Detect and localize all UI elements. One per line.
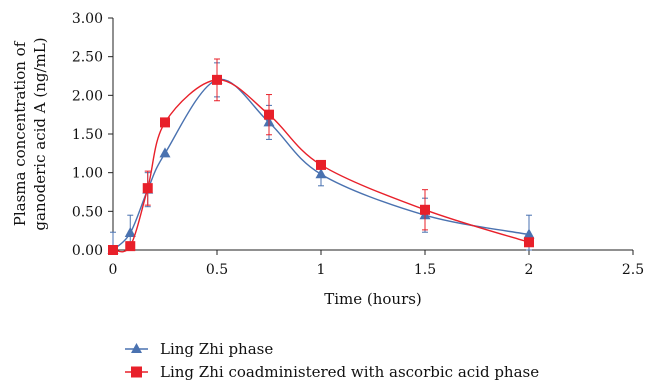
legend-item-ascorbic-acid: Ling Zhi coadministered with ascorbic ac…	[125, 363, 539, 381]
legend-label-ling-zhi: Ling Zhi phase	[160, 340, 273, 358]
y-tick-label: 1.00	[72, 166, 103, 182]
data-point	[160, 117, 170, 128]
y-axis-title-line-2: ganoderic acid A (ng/mL)	[31, 37, 49, 230]
data-point	[315, 168, 327, 179]
axes	[112, 18, 633, 251]
y-tick-label: 0.00	[72, 243, 103, 259]
legend-marker-triangle	[131, 343, 142, 353]
x-tick-label: 2	[525, 262, 534, 278]
x-axis-title: Time (hours)	[324, 290, 422, 308]
y-tick-label: 0.50	[72, 204, 103, 220]
series-1	[108, 58, 534, 255]
data-point	[108, 245, 118, 255]
legend: Ling Zhi phase Ling Zhi coadministered w…	[125, 340, 539, 381]
data-point	[125, 241, 136, 252]
y-tick-label: 3.00	[72, 11, 103, 27]
data-point	[316, 159, 326, 170]
legend-marker-square	[131, 366, 142, 378]
series-line	[112, 78, 530, 251]
legend-label-ascorbic-acid: Ling Zhi coadministered with ascorbic ac…	[160, 363, 539, 381]
x-tick-label: 1	[317, 262, 326, 278]
y-tick-label: 2.50	[72, 50, 103, 66]
data-point	[264, 109, 274, 120]
series-layer	[107, 58, 535, 255]
x-tick-label: 1.5	[414, 262, 436, 278]
data-point	[524, 237, 534, 248]
y-tick-label: 2.00	[72, 88, 103, 104]
series-line	[112, 79, 530, 253]
data-point	[124, 226, 136, 237]
legend-item-ling-zhi: Ling Zhi phase	[125, 340, 273, 358]
x-axis-ticks: 0 0.5 1 1.5 2 2.5	[109, 250, 644, 278]
data-point	[159, 147, 171, 158]
data-point	[142, 183, 153, 194]
x-tick-label: 0.5	[206, 262, 228, 278]
data-point	[420, 204, 430, 215]
data-point	[212, 74, 222, 85]
y-axis-title: Plasma concentration of ganoderic acid A…	[11, 37, 49, 230]
data-point	[523, 228, 535, 239]
y-axis-ticks: 0.00 0.50 1.00 1.50 2.00 2.50 3.00	[72, 11, 113, 259]
y-axis-title-line-1: Plasma concentration of	[11, 40, 29, 226]
x-tick-label: 2.5	[622, 262, 644, 278]
x-tick-label: 0	[109, 262, 118, 278]
y-tick-label: 1.50	[72, 127, 103, 143]
